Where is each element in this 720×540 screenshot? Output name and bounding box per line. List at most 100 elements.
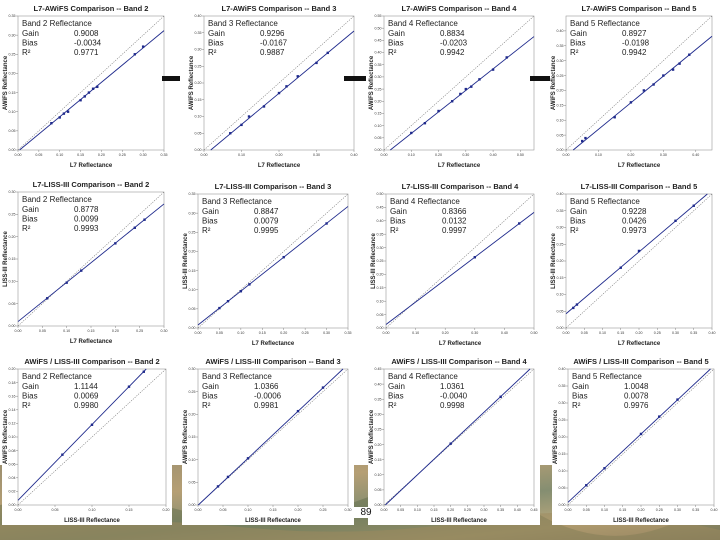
x-tick-label: 0.15 [617,331,624,335]
stats-bias-label: Bias [572,392,588,401]
chart-title: L7-LISS-III Comparison -- Band 5 [581,182,698,191]
stats-gain-label: Gain [572,382,589,391]
regression-line [210,30,355,151]
data-point [239,290,243,293]
stats-gain-label: Gain [388,29,405,38]
x-axis-label: L7 Reflectance [70,163,113,169]
x-tick-label: 0.00 [563,153,570,157]
x-tick-label: 0.00 [381,153,388,157]
data-point [505,56,508,59]
x-tick-label: 0.00 [383,331,390,335]
y-tick-label: 0.20 [189,413,196,417]
separator-dash-1 [162,76,180,81]
x-tick-label: 0.30 [471,331,478,335]
data-point [637,249,641,253]
x-tick-label: 0.00 [15,508,22,512]
x-tick-label: 0.30 [313,153,320,157]
chart-panel-12: AWiFS / LISS-III Comparison -- Band 5 0.0… [552,355,720,525]
y-tick-label: 0.18 [9,381,16,385]
chart-title: AWiFS / LISS-III Comparison -- Band 4 [391,357,527,366]
y-tick-label: 0.50 [375,26,382,30]
y-tick-label: 0.35 [9,14,16,18]
y-tick-label: 0.10 [9,280,16,284]
y-tick-label: 0.05 [375,488,382,492]
data-point [133,53,136,56]
data-point [613,116,616,119]
x-tick-label: 0.35 [345,331,352,335]
stats-band-label: Band 4 Reflectance [388,19,458,28]
data-point [66,110,70,113]
y-tick-label: 0.15 [195,98,202,102]
x-tick-label: 0.10 [599,331,606,335]
x-tick-label: 0.10 [601,508,608,512]
stats-bias-label: Bias [22,215,38,224]
stats-r2-value: 0.9887 [260,48,285,57]
chart-svg: L7-AWiFS Comparison -- Band 5 0.00 0.10 0.2… [551,4,713,169]
y-tick-label: 0.00 [189,503,196,507]
stats-band-label: Band 4 Reflectance [388,372,458,381]
stats-r2-value: 0.9998 [440,401,465,410]
y-axis-label: AWiFS Reflectance [553,409,559,464]
data-point [688,53,691,56]
y-tick-label: 0.20 [375,443,382,447]
x-tick-label: 0.00 [195,331,202,335]
stats-r2-value: 0.9993 [74,224,99,233]
y-tick-label: 0.40 [559,367,566,371]
y-tick-label: 0.05 [557,309,564,313]
y-tick-label: 0.45 [375,367,382,371]
stats-bias-label: Bias [208,39,224,48]
stats-gain-value: 0.8834 [440,29,465,38]
data-point [296,75,299,78]
stats-bias-value: 0.0426 [622,217,647,226]
y-tick-label: 0.35 [559,384,566,388]
y-tick-label: 0.00 [9,324,16,328]
stats-band-label: Band 3 Reflectance [202,372,272,381]
x-tick-label: 0.25 [302,331,309,335]
data-point [133,226,136,229]
y-tick-label: 0.10 [557,293,564,297]
x-tick-label: 0.35 [161,153,168,157]
y-tick-label: 0.40 [375,382,382,386]
y-tick-label: 0.25 [189,230,196,234]
y-tick-label: 0.00 [9,503,16,507]
data-point [572,306,575,310]
stats-r2-label: R² [22,224,31,233]
y-tick-label: 0.25 [375,87,382,91]
stats-r2-label: R² [202,226,211,235]
stats-bias-value: 0.0069 [74,392,99,401]
stats-gain-label: Gain [208,29,225,38]
regression-line [197,368,344,506]
chart-svg: AWiFS / LISS-III Comparison -- Band 5 0.0… [553,357,718,524]
x-tick-label: 0.25 [119,153,126,157]
stats-band-label: Band 5 Reflectance [570,197,640,206]
y-tick-label: 0.15 [375,458,382,462]
chart-title: L7-AWiFS Comparison -- Band 2 [34,4,149,13]
data-point [584,136,587,140]
y-tick-label: 0.30 [557,226,564,230]
y-tick-label: 0.10 [9,435,16,439]
stats-gain-label: Gain [390,207,407,216]
y-tick-label: 0.20 [189,250,196,254]
y-tick-label: 0.10 [559,469,566,473]
y-tick-label: 0.00 [375,503,382,507]
stats-gain-value: 0.9296 [260,29,285,38]
chart-svg: L7-LISS-III Comparison -- Band 4 0.00 0.10… [371,182,538,347]
y-tick-label: 0.35 [375,397,382,401]
stats-r2-value: 0.9942 [622,48,647,57]
stats-r2-value: 0.9771 [74,48,99,57]
y-tick-label: 0.00 [377,326,384,330]
x-axis-label: L7 Reflectance [618,341,661,347]
data-point [464,87,468,91]
y-tick-label: 0.15 [557,104,564,108]
data-point [581,139,584,143]
y-tick-label: 0.15 [189,435,196,439]
y-tick-label: 0.35 [375,63,382,67]
x-tick-label: 0.00 [15,329,22,333]
stats-r2-value: 0.9997 [442,226,467,235]
y-tick-label: 0.04 [9,476,16,480]
y-tick-label: 0.35 [557,44,564,48]
y-tick-label: 0.25 [377,259,384,263]
x-tick-label: 0.30 [672,331,679,335]
data-point [603,467,606,470]
x-tick-label: 0.30 [660,153,667,157]
